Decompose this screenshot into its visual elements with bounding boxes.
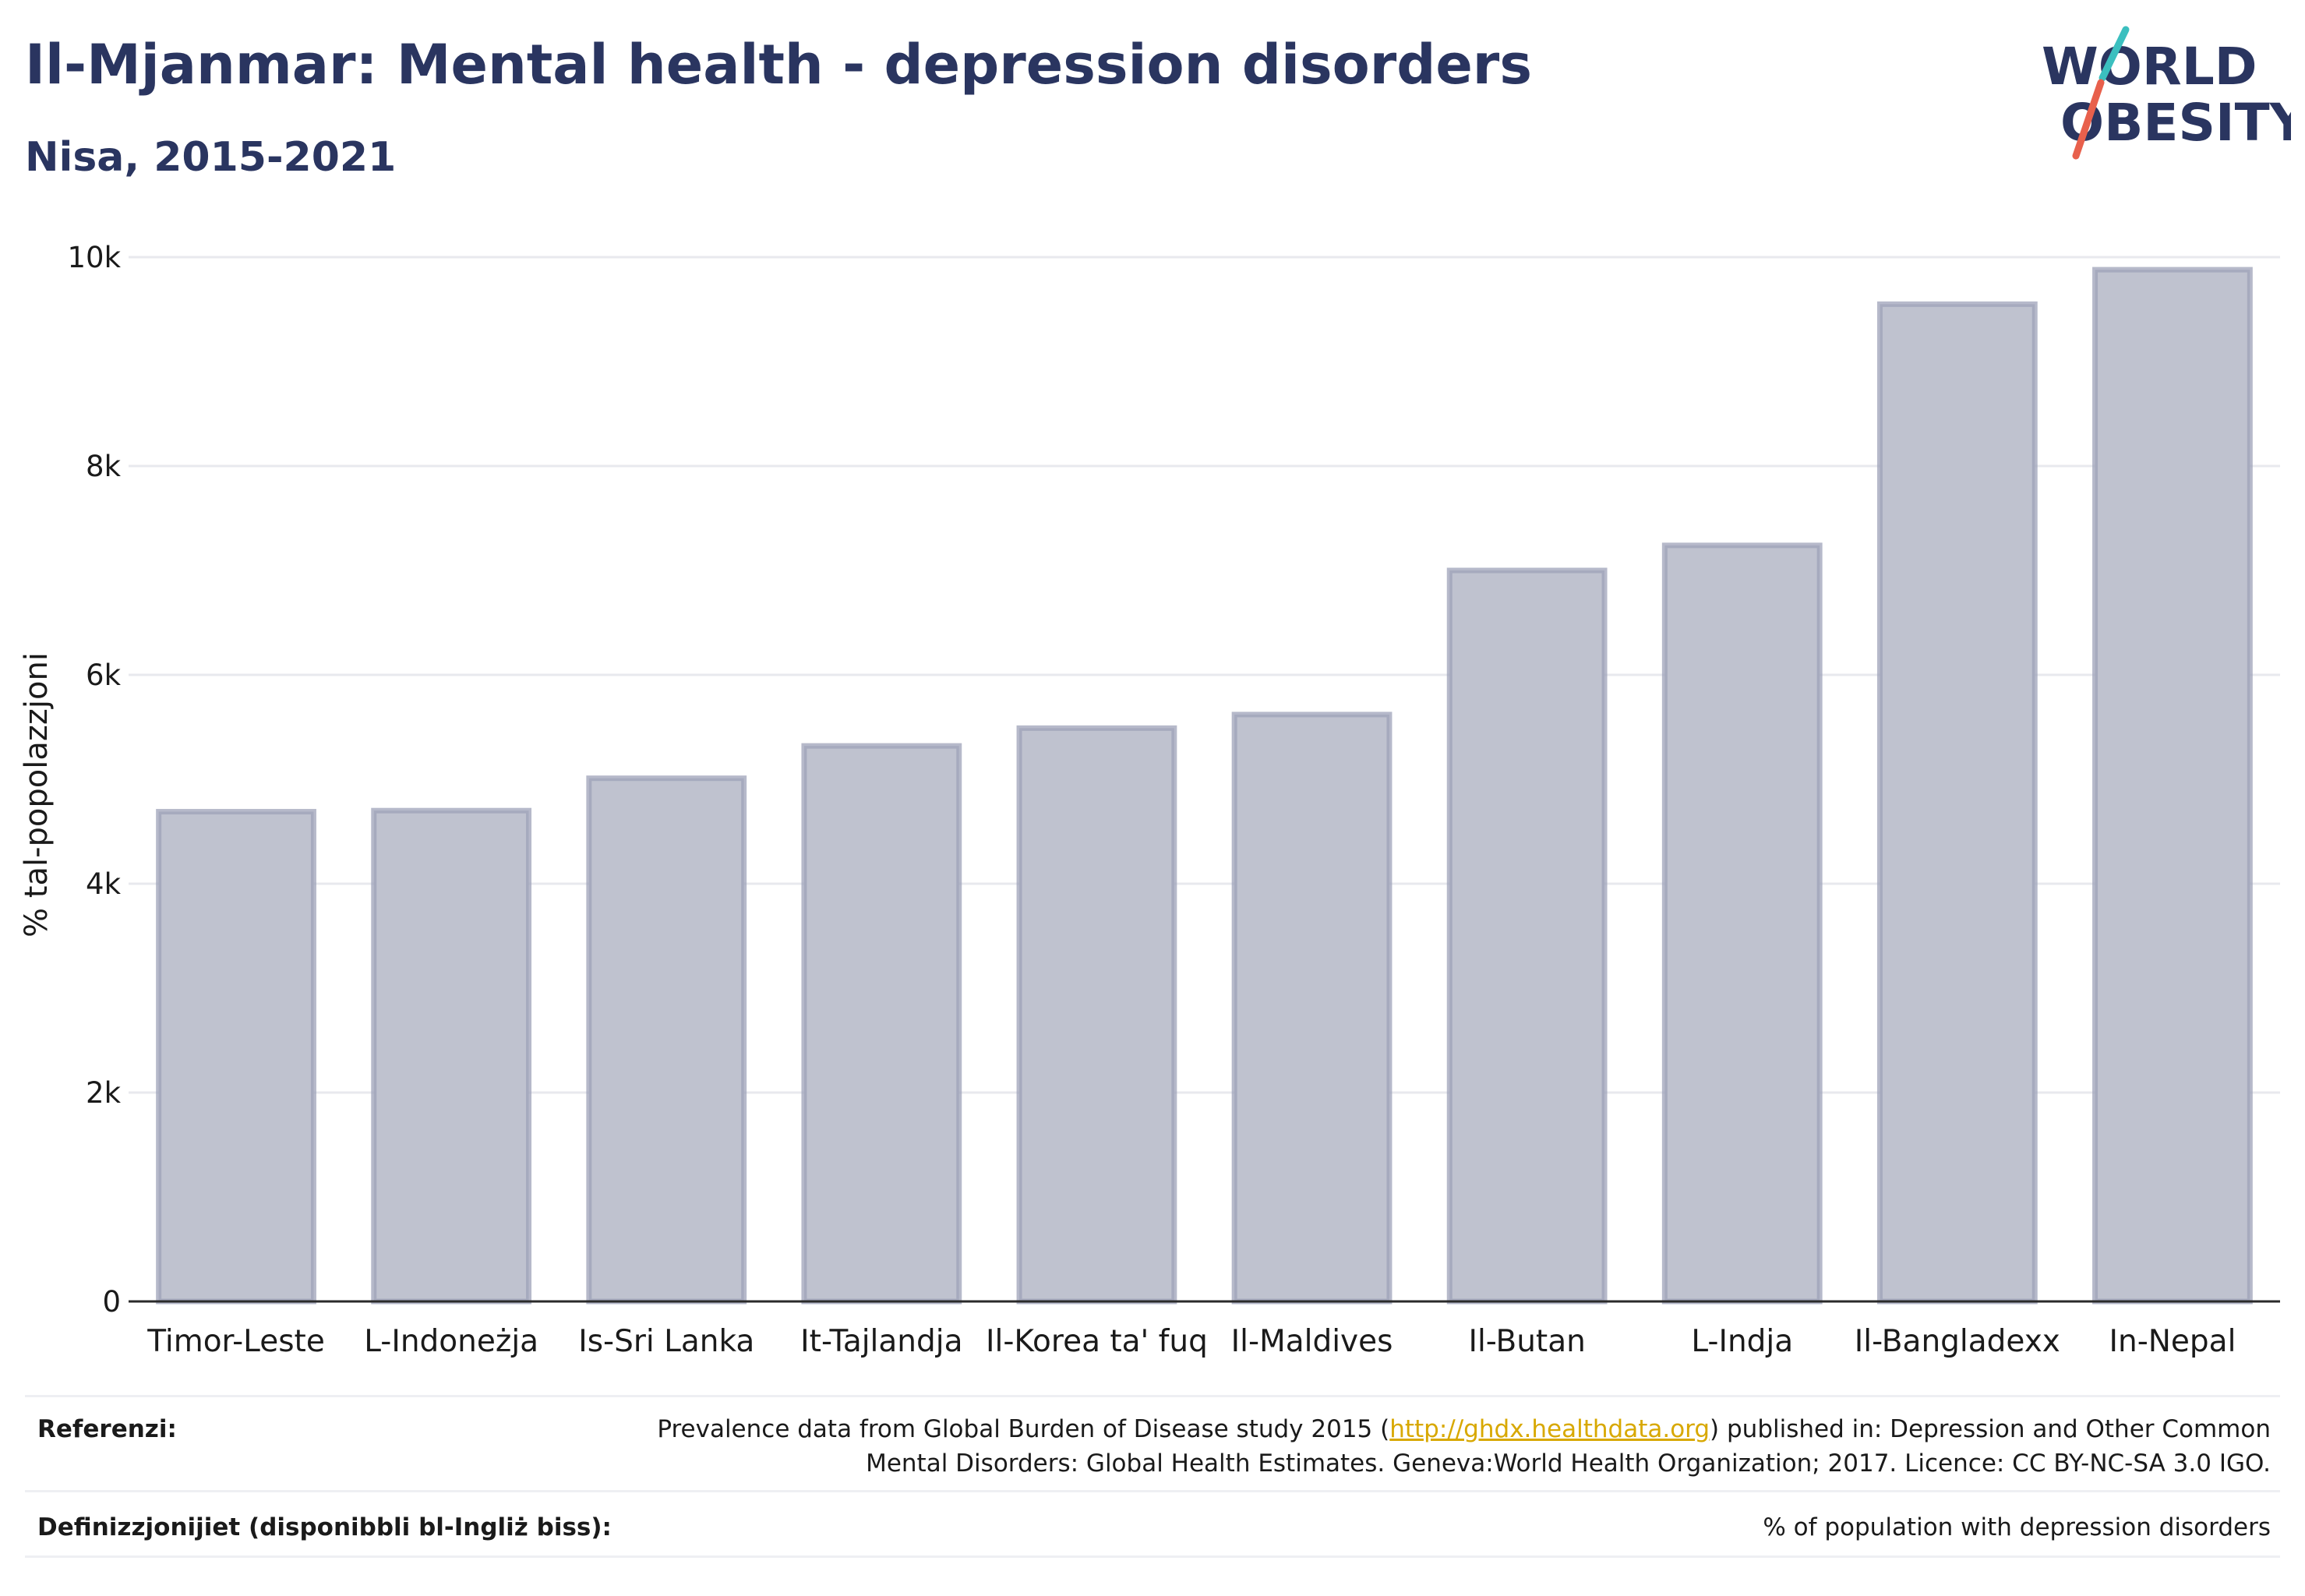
page-title: Il-Mjanmar: Mental health - depression d…: [25, 33, 1532, 97]
x-tick-label: Is-Sri Lanka: [578, 1324, 754, 1359]
bar: [1446, 567, 1608, 1305]
x-tick-labels: Timor-Leste L-Indoneżja Is-Sri Lanka It-Taj…: [146, 1324, 2236, 1359]
world-obesity-logo: WORLD OBESITY: [2042, 26, 2291, 160]
footer-divider-bottom: [25, 1555, 2280, 1558]
logo-slash-coral: [2072, 79, 2105, 160]
bar: [1661, 542, 1823, 1305]
x-tick-label: Il-Korea ta' fuq: [986, 1324, 1208, 1359]
y-tick-label: 4k: [86, 867, 122, 901]
x-tick-label: Il-Maldives: [1231, 1324, 1393, 1359]
y-tick-label: 2k: [86, 1076, 122, 1110]
bars: [156, 267, 2253, 1305]
bar: [2092, 267, 2253, 1305]
logo-line-1: WORLD: [2042, 37, 2257, 97]
x-tick-label: It-Tajlandja: [800, 1324, 962, 1359]
footer-divider-top: [25, 1395, 2280, 1397]
y-tick-labels: 0 2k 4k 6k 8k 10k: [67, 241, 121, 1319]
logo-line-2: OBESITY: [2060, 93, 2291, 153]
y-tick-label: 10k: [67, 241, 121, 274]
x-tick-label: Il-Bangladexx: [1855, 1324, 2060, 1359]
footer-divider-mid: [25, 1490, 2280, 1492]
bar: [1231, 711, 1393, 1305]
y-tick-label: 8k: [86, 450, 122, 483]
definitions-label: Definizzjonijiet (disponibbli bl-Ingliż …: [37, 1513, 612, 1541]
bar: [1876, 301, 2038, 1305]
x-tick-label: L-Indoneżja: [364, 1324, 538, 1359]
x-tick-label: In-Nepal: [2109, 1324, 2236, 1359]
bar-chart: 0 2k 4k 6k 8k 10k Timor-Leste L-Indoneżja Is-Sr…: [19, 241, 2280, 1359]
references-label: Referenzi:: [37, 1415, 177, 1443]
y-axis-label: % tal-popolazzjoni: [19, 652, 55, 937]
references-text-2: Mental Disorders: Global Health Estimate…: [866, 1449, 2271, 1478]
y-tick-label: 0: [102, 1285, 121, 1319]
references-text: Prevalence data from Global Burden of Di…: [657, 1412, 2271, 1481]
references-link[interactable]: http://ghdx.healthdata.org: [1389, 1415, 1710, 1443]
bar: [1016, 725, 1177, 1305]
bar: [371, 807, 532, 1305]
definitions-text: % of population with depression disorder…: [1763, 1513, 2271, 1541]
page-subtitle: Nisa, 2015-2021: [25, 134, 397, 181]
references-text-1b: ) published in: Depression and Other Com…: [1710, 1415, 2271, 1443]
bar: [156, 809, 316, 1305]
x-tick-label: Il-Butan: [1468, 1324, 1585, 1359]
references-text-1a: Prevalence data from Global Burden of Di…: [657, 1415, 1390, 1443]
x-tick-label: L-Indja: [1691, 1324, 1793, 1359]
bar: [586, 775, 747, 1305]
x-tick-label: Timor-Leste: [146, 1324, 325, 1359]
y-tick-label: 6k: [86, 659, 122, 692]
logo-slash-teal: [2099, 26, 2130, 82]
bar: [801, 743, 962, 1305]
